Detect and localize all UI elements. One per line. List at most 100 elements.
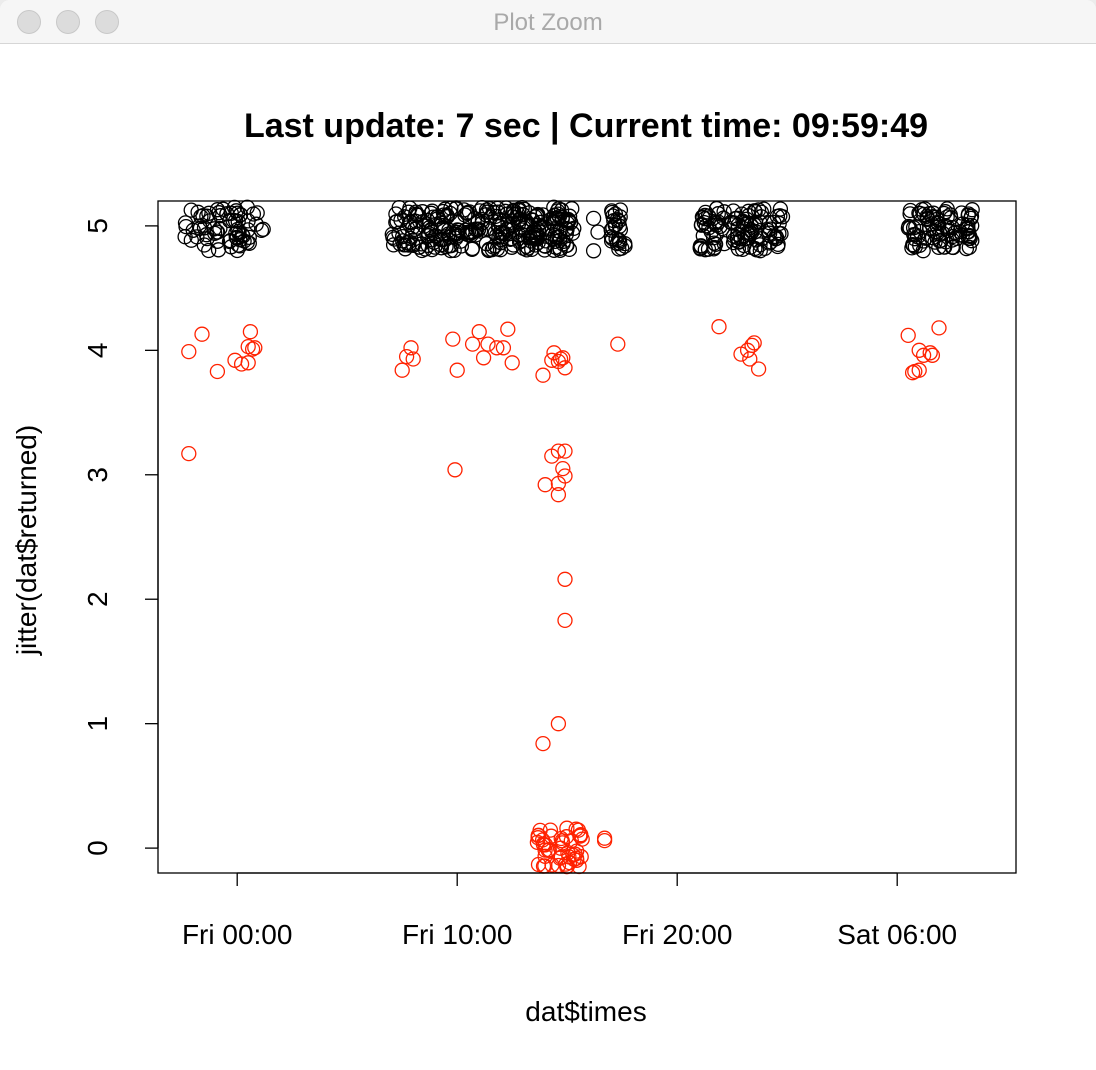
data-point: [537, 477, 553, 493]
data-point: [211, 205, 227, 221]
chart-title: Last update: 7 sec | Current time: 09:59…: [244, 107, 928, 145]
data-point: [555, 233, 572, 249]
data-point: [555, 350, 571, 366]
data-point: [604, 204, 620, 221]
data-point: [752, 214, 768, 230]
data-point: [566, 220, 582, 237]
data-point: [900, 327, 916, 344]
data-point: [177, 229, 193, 245]
data-point: [585, 210, 602, 227]
y-tick-label: 0: [82, 840, 113, 856]
data-point: [560, 845, 576, 861]
data-point: [240, 338, 256, 355]
data-point: [570, 822, 587, 838]
data-point: [605, 220, 621, 236]
data-point: [471, 324, 487, 340]
y-tick-label: 1: [82, 716, 113, 732]
data-point: [500, 321, 516, 337]
data-point: [212, 220, 228, 237]
data-point: [535, 367, 551, 383]
data-point: [448, 224, 465, 240]
data-point: [227, 213, 244, 229]
data-point: [530, 827, 547, 843]
series-0: [177, 199, 980, 259]
data-point: [249, 205, 265, 221]
data-point: [604, 231, 621, 247]
data-point: [544, 226, 561, 243]
data-point: [750, 202, 767, 218]
data-point: [917, 201, 933, 217]
data-point: [700, 241, 717, 257]
data-point: [936, 239, 952, 255]
data-point: [427, 239, 443, 255]
data-point: [770, 238, 786, 255]
data-point: [480, 336, 496, 352]
data-point: [449, 362, 465, 378]
data-point: [554, 209, 570, 226]
data-point: [242, 324, 259, 340]
data-point: [954, 227, 970, 243]
data-point: [696, 214, 712, 231]
data-point: [210, 242, 227, 258]
data-point: [468, 221, 484, 237]
data-point: [230, 223, 246, 240]
data-point: [692, 241, 709, 257]
data-point: [716, 235, 732, 252]
data-point: [489, 340, 505, 356]
data-point: [750, 361, 767, 377]
data-point: [735, 213, 751, 230]
x-tick-label: Sat 06:00: [837, 919, 957, 950]
data-point: [229, 242, 245, 259]
data-point: [446, 226, 462, 242]
data-point: [953, 205, 970, 221]
data-point: [955, 216, 971, 232]
data-point: [399, 220, 416, 236]
zoom-window-button[interactable]: [95, 10, 119, 34]
data-point: [905, 237, 922, 254]
data-point: [557, 468, 573, 484]
data-point: [693, 216, 710, 233]
data-point: [960, 207, 976, 224]
y-axis: 0 1 2 3 4 5: [82, 218, 159, 856]
plot-frame: [157, 200, 1017, 874]
data-point: [459, 205, 475, 221]
data-point: [945, 239, 961, 256]
data-point: [928, 209, 944, 225]
data-point: [945, 228, 961, 245]
data-point: [240, 355, 256, 371]
data-point: [911, 362, 927, 378]
data-point: [746, 335, 762, 351]
data-point: [557, 612, 573, 629]
data-point: [500, 222, 516, 238]
data-point: [398, 348, 415, 365]
data-point: [568, 850, 585, 866]
data-point: [724, 215, 740, 231]
data-point: [550, 443, 567, 459]
title-bar: Plot Zoom: [0, 0, 1096, 44]
close-window-button[interactable]: [17, 10, 41, 34]
data-point: [902, 220, 918, 236]
data-point: [772, 208, 788, 224]
data-point: [708, 227, 724, 243]
data-point: [504, 231, 520, 247]
data-point: [495, 340, 512, 356]
data-point: [552, 240, 568, 257]
data-point: [543, 211, 559, 227]
data-point: [742, 351, 758, 367]
data-point: [403, 215, 419, 231]
data-point: [915, 347, 932, 363]
data-point: [550, 353, 567, 370]
x-axis-label: dat$times: [525, 996, 646, 1027]
minimize-window-button[interactable]: [56, 10, 80, 34]
data-point: [610, 336, 626, 352]
data-point: [611, 218, 628, 234]
data-point: [537, 842, 553, 858]
data-point: [546, 242, 562, 258]
data-point: [247, 340, 263, 356]
data-point: [397, 237, 414, 253]
data-point: [465, 223, 481, 240]
data-point: [555, 460, 571, 477]
data-point: [424, 241, 440, 258]
data-point: [614, 240, 630, 256]
